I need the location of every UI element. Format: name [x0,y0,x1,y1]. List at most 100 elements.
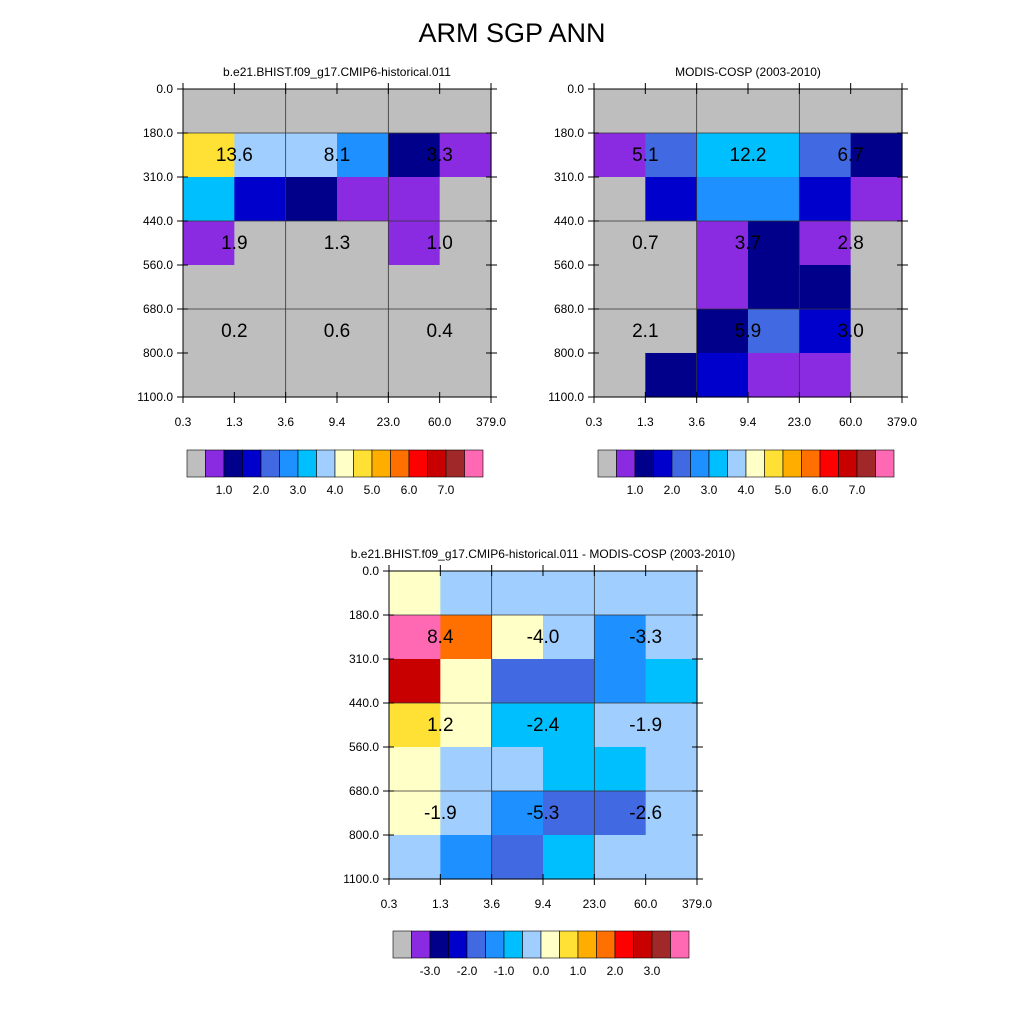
heatmap-cell [850,176,903,222]
heatmap-cell [799,89,852,134]
heatmap-cell [850,133,903,178]
panel-title: b.e21.BHIST.f09_g17.CMIP6-historical.011 [223,65,451,79]
colorbar-swatch [633,930,653,959]
colorbar-swatch [464,449,484,478]
colorbar-swatch [596,930,616,959]
heatmap-cell [543,658,595,704]
heatmap-cell [799,221,852,266]
x-tick-label: 3.6 [483,897,500,911]
heatmap-cell [594,89,646,134]
y-tick-label: 310.0 [143,170,173,184]
heatmap-cell [594,615,647,660]
colorbar-swatch [466,930,486,959]
heatmap-cell [285,176,338,222]
y-tick-label: 1100.0 [343,872,379,886]
page-title: ARM SGP ANN [418,18,606,48]
heatmap-cell [850,352,903,398]
heatmap-cell [337,176,389,222]
colorbar-label: -3.0 [420,964,441,978]
y-tick-label: 440.0 [554,214,584,228]
x-tick-label: 0.3 [175,415,192,429]
colorbar-label: 4.0 [327,483,344,497]
y-tick-label: 180.0 [554,126,584,140]
heatmap-cell [696,176,749,222]
colorbar-swatch [577,930,597,959]
block-value-label: 0.2 [221,321,247,342]
colorbar-label: 5.0 [364,483,381,497]
panel-title: b.e21.BHIST.f09_g17.CMIP6-historical.011… [351,547,735,561]
block-value-label: 12.2 [730,145,767,166]
y-tick-label: 680.0 [349,784,379,798]
heatmap-cell [440,834,493,880]
block-value-label: 2.8 [837,233,863,254]
heatmap-cell [645,703,698,748]
heatmap-cell [594,264,646,310]
block-value-label: 0.6 [324,321,350,342]
heatmap-cell [234,89,287,134]
colorbar-label: 6.0 [401,483,418,497]
block-value-label: -4.0 [527,627,560,648]
colorbar-swatch [522,930,542,959]
heatmap-cell [645,264,698,310]
block-value-label: -2.6 [629,803,662,824]
heatmap-cell [594,309,646,354]
colorbar-swatch [540,930,560,959]
block-value-label: 13.6 [216,145,253,166]
heatmap-cell [491,615,544,660]
heatmap-cell [337,89,389,134]
heatmap-cell [543,791,595,836]
heatmap-cell [234,133,287,178]
colorbar-label: -2.0 [457,964,478,978]
heatmap-cell [491,703,544,748]
heatmap-cell [285,309,338,354]
y-tick-label: 310.0 [554,170,584,184]
x-tick-label: 3.6 [688,415,705,429]
heatmap-cell [594,834,647,880]
heatmap-cell [183,264,235,310]
heatmap-cell [491,834,544,880]
colorbar-label: 3.0 [290,483,307,497]
x-tick-label: 9.4 [740,415,757,429]
heatmap-cell [748,309,800,354]
heatmap-cell [696,352,749,398]
heatmap-cell [748,176,800,222]
heatmap-cell [440,571,493,616]
colorbar-label: 2.0 [664,483,681,497]
y-tick-label: 1100.0 [548,390,584,404]
heatmap-cell [234,352,287,398]
x-tick-label: 3.6 [277,415,294,429]
x-tick-label: 60.0 [428,415,452,429]
y-tick-label: 440.0 [349,696,379,710]
colorbar-label: 3.0 [644,964,661,978]
heatmap-cell [850,309,903,354]
x-tick-label: 23.0 [583,897,607,911]
heatmap-cell [696,309,749,354]
x-tick-label: 0.3 [586,415,603,429]
heatmap-cell [337,352,389,398]
y-tick-label: 680.0 [143,302,173,316]
colorbar-swatch [429,930,449,959]
block-value-label: 3.0 [837,321,863,342]
heatmap-cell [491,746,544,792]
heatmap-cell [388,309,441,354]
block-value-label: 6.7 [837,145,863,166]
heatmap-cell [234,309,287,354]
heatmap-cell [645,352,698,398]
heatmap-cell [799,133,852,178]
block-value-label: 3.3 [426,145,452,166]
heatmap-cell [543,834,595,880]
heatmap-cell [645,571,698,616]
panel-title: MODIS-COSP (2003-2010) [675,65,821,79]
block-value-label: 0.4 [426,321,453,342]
heatmap-cell [491,791,544,836]
heatmap-cell [234,264,287,310]
heatmap-cell [594,571,647,616]
heatmap-cell [440,658,493,704]
heatmap-cell [285,221,338,266]
heatmap-cell [183,309,235,354]
heatmap-cell [388,133,441,178]
x-tick-label: 1.3 [226,415,243,429]
y-tick-label: 0.0 [156,82,173,96]
heatmap-cell [439,89,492,134]
